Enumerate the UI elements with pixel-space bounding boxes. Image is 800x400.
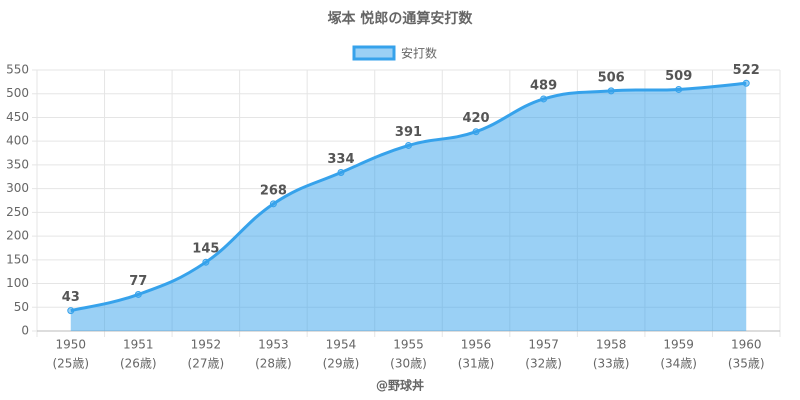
x-axis-title: @野球丼 <box>376 378 424 393</box>
point <box>472 128 480 136</box>
x-tick-label: 1950 <box>55 338 86 352</box>
point <box>202 258 210 266</box>
point <box>607 87 615 95</box>
y-tick-label: 50 <box>14 300 29 314</box>
point <box>269 200 277 208</box>
x-tick-label: 1959 <box>663 338 694 352</box>
y-tick-label: 200 <box>6 229 29 243</box>
x-tick-label: 1960 <box>731 338 762 352</box>
data-label: 268 <box>260 183 287 198</box>
x-tick-sublabel: (30歳) <box>390 357 427 371</box>
x-tick-label: 1955 <box>393 338 424 352</box>
x-tick-label: 1954 <box>326 338 357 352</box>
x-tick-sublabel: (34歳) <box>660 357 697 371</box>
y-tick-label: 100 <box>6 276 29 290</box>
x-tick-sublabel: (27歳) <box>188 357 225 371</box>
x-tick-label: 1953 <box>258 338 289 352</box>
data-label: 489 <box>530 78 557 93</box>
y-tick-label: 550 <box>6 63 29 77</box>
point <box>540 95 548 103</box>
data-label: 77 <box>129 274 147 289</box>
y-tick-label: 400 <box>6 134 29 148</box>
x-tick-sublabel: (32歳) <box>525 357 562 371</box>
y-tick-label: 500 <box>6 86 29 100</box>
y-tick-label: 150 <box>6 252 29 266</box>
x-tick-label: 1951 <box>123 338 154 352</box>
data-label: 509 <box>665 69 692 84</box>
data-label: 522 <box>733 63 760 78</box>
legend-label: 安打数 <box>401 46 437 61</box>
area <box>70 83 747 332</box>
data-label: 506 <box>598 70 625 85</box>
point <box>337 169 345 177</box>
point <box>405 141 412 149</box>
point <box>134 290 142 298</box>
x-tick-sublabel: (29歳) <box>323 357 360 371</box>
x-tick-sublabel: (31歳) <box>458 357 495 371</box>
x-tick-sublabel: (25歳) <box>52 357 89 371</box>
x-tick-sublabel: (28歳) <box>255 357 292 371</box>
x-tick-label: 1952 <box>191 338 222 352</box>
point <box>742 79 750 87</box>
y-tick-label: 0 <box>21 324 29 338</box>
point <box>675 85 683 93</box>
data-label: 391 <box>395 125 422 140</box>
y-tick-label: 350 <box>6 157 29 171</box>
data-label: 43 <box>62 290 80 305</box>
chart-title: 塚本 悦郎の通算安打数 <box>328 10 474 27</box>
x-tick-sublabel: (35歳) <box>728 357 765 371</box>
y-tick-label: 300 <box>6 181 29 195</box>
point <box>67 307 75 315</box>
y-tick-label: 250 <box>6 205 29 219</box>
x-tick-label: 1956 <box>461 338 492 352</box>
x-tick-label: 1958 <box>596 338 627 352</box>
data-label: 334 <box>327 152 354 167</box>
legend-swatch <box>352 45 396 61</box>
data-label: 145 <box>192 242 219 257</box>
data-label: 420 <box>462 111 489 126</box>
x-tick-sublabel: (33歳) <box>593 357 630 371</box>
y-tick-label: 450 <box>6 110 29 124</box>
x-tick-label: 1957 <box>528 338 559 352</box>
x-tick-sublabel: (26歳) <box>120 357 157 371</box>
